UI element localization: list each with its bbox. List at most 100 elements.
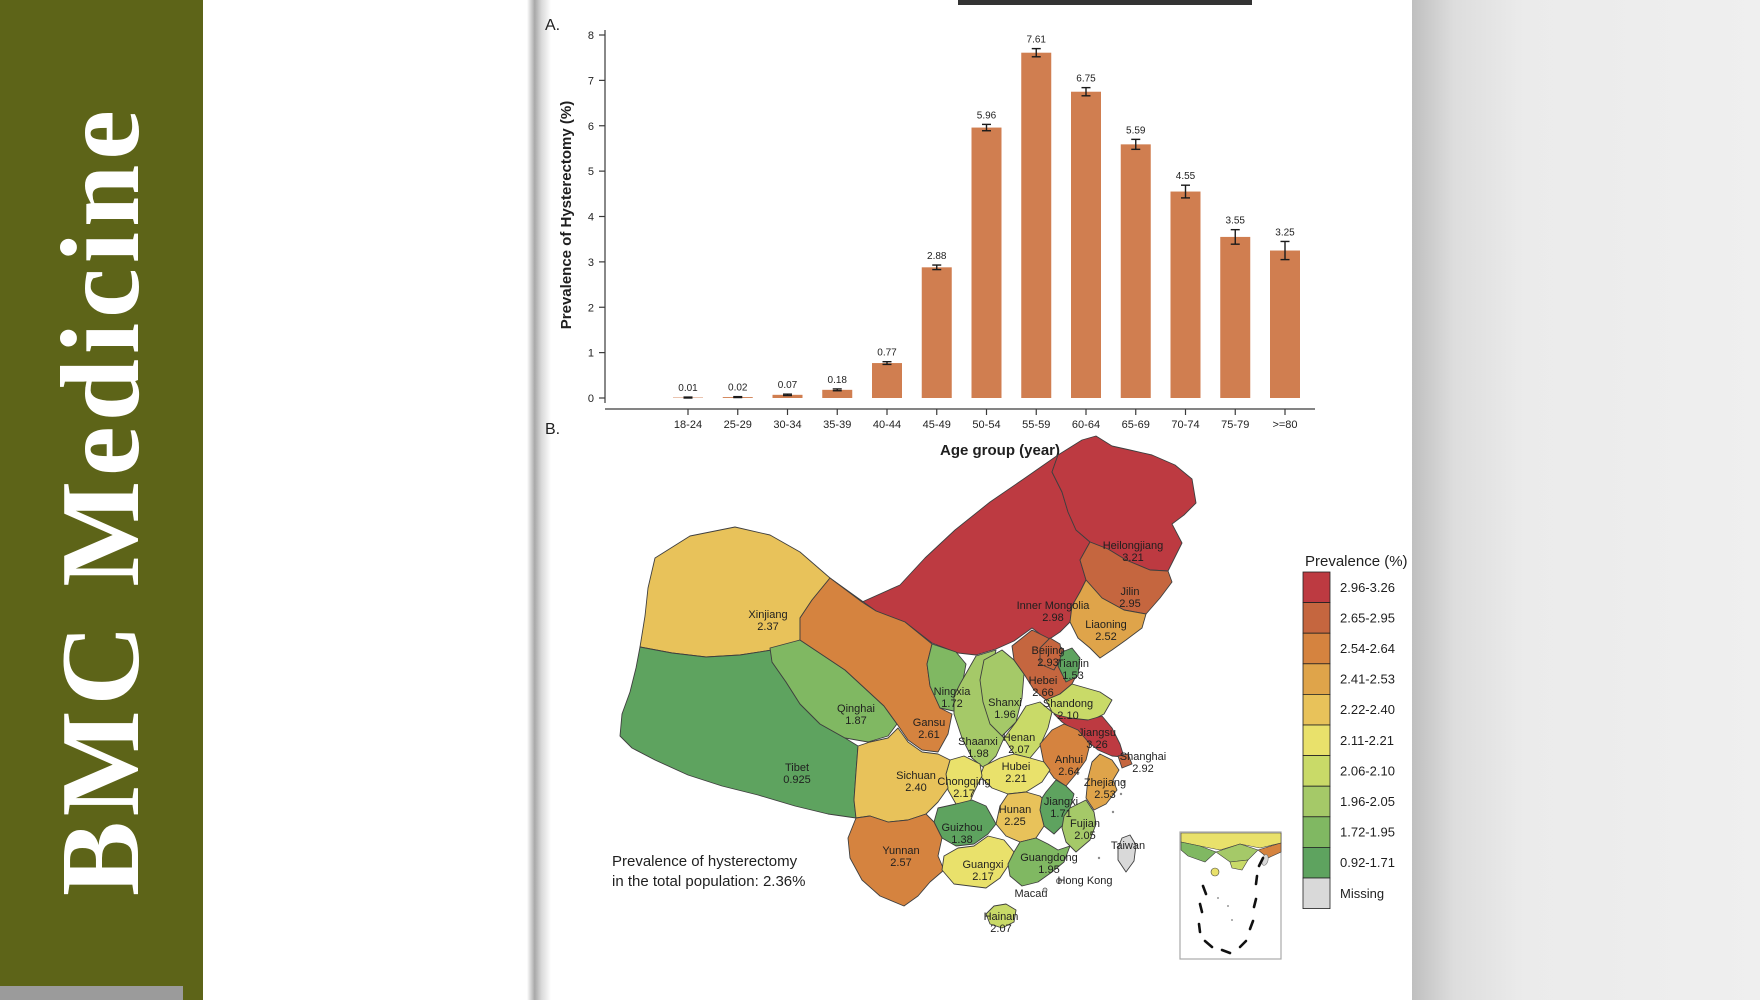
map-legend: Prevalence (%) 2.96-3.26 2.65-2.95 2.54-2.… xyxy=(1302,553,1408,910)
province-value-xinjiang: 2.37 xyxy=(757,621,778,633)
bar->=80 xyxy=(1270,250,1300,398)
y-tick-1: 1 xyxy=(588,348,594,360)
legend-label-2.06-2.10: 2.06-2.10 xyxy=(1340,763,1395,778)
province-label-shandong: Shandong xyxy=(1043,698,1093,710)
province-label-chongqing: Chongqing xyxy=(937,776,990,788)
bar-65-69 xyxy=(1120,144,1151,398)
province-label-anhui: Anhui xyxy=(1055,754,1083,766)
province-value-fujian: 2.05 xyxy=(1074,830,1095,842)
inset-coast-patch xyxy=(1215,843,1259,863)
bottom-gray-bar xyxy=(0,986,183,1000)
hong-kong-marker xyxy=(1056,878,1063,885)
bar-75-79 xyxy=(1220,236,1251,398)
province-label-liaoning: Liaoning xyxy=(1085,619,1127,631)
province-value-guangxi: 2.17 xyxy=(972,871,993,883)
province-value-hunan: 2.25 xyxy=(1004,816,1025,828)
bar-60-64 xyxy=(1071,91,1101,398)
y-tick-5: 5 xyxy=(588,166,594,178)
bar-50-54 xyxy=(971,127,1002,398)
bar-40-44 xyxy=(872,363,902,398)
legend-swatch-0.92-1.71 xyxy=(1302,847,1331,879)
province-gansu xyxy=(799,577,953,753)
bar-value-50-54: 5.96 xyxy=(977,110,997,121)
province-label-zhejiang: Zhejiang xyxy=(1084,777,1126,789)
legend-swatch-2.65-2.95 xyxy=(1302,602,1331,634)
province-value-anhui: 2.64 xyxy=(1058,766,1079,778)
panel-a-bar-chart: A. Prevalence of Hysterectomy (%) Age gr… xyxy=(545,17,1315,459)
y-tick-7: 7 xyxy=(588,75,594,87)
bar-value-60-64: 6.75 xyxy=(1076,74,1096,85)
y-tick-8: 8 xyxy=(588,30,594,42)
map-note-line-2: in the total population: 2.36% xyxy=(612,873,805,890)
province-value-shanxi: 1.96 xyxy=(994,709,1015,721)
province-value-zhejiang: 2.53 xyxy=(1094,789,1115,801)
x-tick-30-34: 30-34 xyxy=(773,419,801,431)
inset-hainan xyxy=(1210,867,1220,877)
province-value-tibet: 0.925 xyxy=(783,774,811,786)
legend-title: Prevalence (%) xyxy=(1305,553,1408,570)
x-tick-35-39: 35-39 xyxy=(823,419,851,431)
nine-dash-line xyxy=(1197,856,1265,955)
inset-coast-patch xyxy=(1180,841,1217,863)
province-value-liaoning: 2.52 xyxy=(1095,631,1116,643)
province-value-guizhou: 1.38 xyxy=(951,834,972,846)
legend-swatch-2.06-2.10 xyxy=(1302,755,1331,787)
bar-value-75-79: 3.55 xyxy=(1226,216,1246,227)
province-value-yunnan: 2.57 xyxy=(890,857,911,869)
islet-icon xyxy=(1119,792,1123,796)
bar-value-45-49: 2.88 xyxy=(927,251,947,262)
province-label-ningxia: Ningxia xyxy=(934,686,972,698)
legend-label-1.96-2.05: 1.96-2.05 xyxy=(1340,794,1395,809)
province-label-shanghai: Shanghai xyxy=(1120,751,1167,763)
province-label-yunnan: Yunnan xyxy=(882,845,919,857)
bar-value-25-29: 0.02 xyxy=(728,383,748,394)
province-label-inner-mongolia: Inner Mongolia xyxy=(1017,600,1091,612)
province-label-shaanxi: Shaanxi xyxy=(958,736,998,748)
bar-45-49 xyxy=(921,267,952,398)
bar-value-18-24: 0.01 xyxy=(678,383,698,394)
inset-coast-patch xyxy=(1229,859,1249,871)
south-china-sea-inset xyxy=(1179,831,1282,960)
province-value-ningxia: 1.72 xyxy=(941,698,962,710)
legend-label-2.54-2.64: 2.54-2.64 xyxy=(1340,641,1395,656)
y-tick-2: 2 xyxy=(588,302,594,314)
province-value-henan: 2.07 xyxy=(1008,744,1029,756)
x-tick-45-49: 45-49 xyxy=(923,419,951,431)
x-tick-50-54: 50-54 xyxy=(972,419,1000,431)
province-hunan xyxy=(995,791,1045,843)
panel-b-map: B. xyxy=(545,421,1197,935)
bar-value-35-39: 0.18 xyxy=(828,375,848,386)
islet-icon xyxy=(1122,780,1126,784)
y-tick-4: 4 xyxy=(588,212,594,224)
x-tick-40-44: 40-44 xyxy=(873,419,901,431)
y-tick-6: 6 xyxy=(588,121,594,133)
province-label-henan: Henan xyxy=(1003,732,1035,744)
legend-swatch-2.11-2.21 xyxy=(1302,724,1331,757)
province-label-hebei: Hebei xyxy=(1029,675,1058,687)
inset-islet xyxy=(1227,905,1229,907)
bar-value-55-59: 7.61 xyxy=(1027,35,1047,46)
province-guangdong xyxy=(1007,837,1071,887)
bar-70-74 xyxy=(1170,191,1201,398)
province-label-gansu: Gansu xyxy=(913,717,945,729)
province-value-chongqing: 2.17 xyxy=(953,788,974,800)
province-label-hong-kong: Hong Kong xyxy=(1057,875,1112,887)
x-tick-75-79: 75-79 xyxy=(1221,419,1249,431)
y-tick-3: 3 xyxy=(588,257,594,269)
province-label-fujian: Fujian xyxy=(1070,818,1100,830)
province-label-jilin: Jilin xyxy=(1121,586,1140,598)
x-tick-18-24: 18-24 xyxy=(674,419,702,431)
province-value-shanghai: 2.92 xyxy=(1132,763,1153,775)
bar-value-65-69: 5.59 xyxy=(1126,125,1146,136)
province-value-hebei: 2.66 xyxy=(1032,687,1053,699)
x-tick-65-69: 65-69 xyxy=(1122,419,1150,431)
province-value-qinghai: 1.87 xyxy=(845,715,866,727)
province-label-macau: Macau xyxy=(1014,888,1047,900)
province-shanghai xyxy=(1117,753,1133,769)
province-label-xinjiang: Xinjiang xyxy=(748,609,787,621)
province-label-guangxi: Guangxi xyxy=(963,859,1004,871)
province-hubei xyxy=(979,753,1051,795)
legend-label-0.92-1.71: 0.92-1.71 xyxy=(1340,855,1395,870)
x-axis-title: Age group (year) xyxy=(940,442,1060,459)
legend-label-2.65-2.95: 2.65-2.95 xyxy=(1340,610,1395,625)
